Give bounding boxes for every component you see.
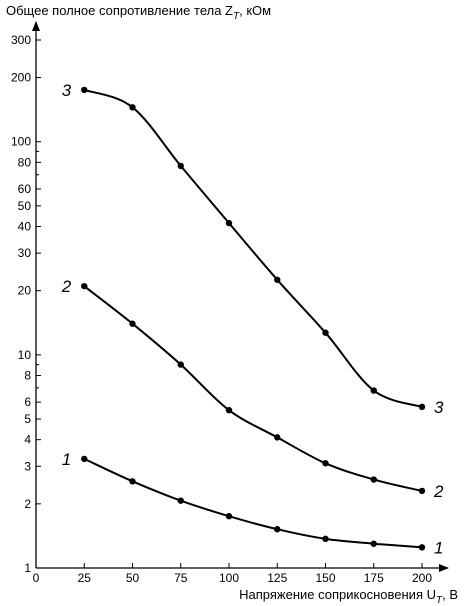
curve-label-end-1: 1: [434, 538, 443, 557]
series-1-point-100: [225, 512, 233, 520]
x-tick-label-200: 200: [412, 571, 432, 585]
y-axis-arrow: [32, 21, 40, 31]
y-tick-label-6: 6: [24, 395, 31, 409]
series-2-point-200: [418, 487, 426, 495]
curve-label-end-3: 3: [434, 398, 444, 417]
series-2-point-100: [225, 406, 233, 414]
series-3-point-150: [322, 329, 329, 336]
x-tick-label-100: 100: [219, 571, 239, 585]
series-1-point-175: [370, 540, 377, 547]
y-ticks: 1 2 3 4 5 6 8 10 20 30 40 50 60 80 100 200 300: [11, 33, 41, 575]
y-tick-label-4: 4: [24, 433, 31, 447]
x-axis-title-unit: , В: [442, 587, 458, 602]
y-tick-label-50: 50: [18, 199, 32, 213]
y-tick-label-100: 100: [11, 135, 31, 149]
series-line-1: [83, 457, 423, 549]
y-tick-label-5: 5: [24, 412, 31, 426]
y-axis-title-unit: , кОм: [239, 3, 271, 18]
x-tick-label-0: 0: [33, 571, 40, 585]
y-tick-label-60: 60: [18, 182, 32, 196]
y-tick-label-20: 20: [18, 284, 32, 298]
series-line-2: [83, 285, 423, 492]
series-2-point-150: [322, 460, 329, 467]
x-tick-label-25: 25: [78, 571, 92, 585]
series-3-point-100: [225, 219, 233, 227]
series-2-point-25: [81, 282, 88, 290]
series-1-point-50: [129, 478, 136, 485]
series-3-point-175: [370, 387, 377, 394]
curve-label-end-2: 2: [433, 482, 444, 501]
y-tick-label-10: 10: [18, 348, 32, 362]
series-2-point-175: [370, 476, 377, 483]
y-axis-title-subscript: T: [233, 11, 240, 22]
series-2-point-50: [129, 320, 136, 327]
x-axis-arrow: [439, 564, 449, 572]
x-axis-title-text: Напряжение соприкосновения U: [239, 587, 436, 602]
series-3-point-200: [418, 403, 426, 411]
x-tick-label-175: 175: [364, 571, 384, 585]
series-2-point-75: [177, 361, 184, 368]
curve-label-start-1: 1: [62, 450, 71, 469]
x-tick-label-75: 75: [174, 571, 188, 585]
series-line-3: [83, 88, 423, 408]
y-axis-title: Общее полное сопротивление тела ZT, кОм: [6, 3, 271, 22]
series-1-point-25: [81, 455, 88, 463]
y-tick-label-3: 3: [24, 459, 31, 473]
x-axis-title: Напряжение соприкосновения UT, В: [239, 587, 458, 606]
x-tick-label-50: 50: [126, 571, 140, 585]
y-axis-title-text: Общее полное сопротивление тела Z: [6, 3, 233, 18]
series-1-point-200: [418, 544, 426, 551]
y-tick-label-2: 2: [24, 497, 31, 511]
x-tick-label-150: 150: [315, 571, 335, 585]
axes: [32, 21, 449, 572]
series-1-point-125: [274, 526, 281, 533]
series-2-point-125: [274, 434, 281, 441]
series-3-point-125: [274, 276, 281, 283]
y-tick-label-40: 40: [18, 220, 32, 234]
x-tick-label-125: 125: [267, 571, 287, 585]
y-tick-label-200: 200: [11, 71, 31, 85]
series-3-point-75: [177, 162, 184, 170]
y-tick-label-8: 8: [24, 369, 31, 383]
curve-labels: 1 1 2 2 3 3: [61, 81, 444, 557]
y-tick-label-1: 1: [24, 561, 31, 575]
series-layer: [81, 86, 426, 551]
series-3-point-50: [129, 104, 136, 111]
y-tick-label-30: 30: [18, 246, 32, 260]
series-1-point-75: [177, 497, 184, 504]
series-3-point-25: [81, 86, 88, 94]
x-axis-title-subscript: T: [436, 595, 443, 606]
x-ticks: 0 25 50 75 100 125 150 175 200: [33, 563, 432, 585]
y-tick-label-300: 300: [11, 33, 31, 47]
y-tick-label-80: 80: [18, 155, 32, 169]
curve-label-start-3: 3: [62, 81, 72, 100]
series-1-point-150: [322, 535, 329, 543]
curve-label-start-2: 2: [61, 277, 72, 296]
